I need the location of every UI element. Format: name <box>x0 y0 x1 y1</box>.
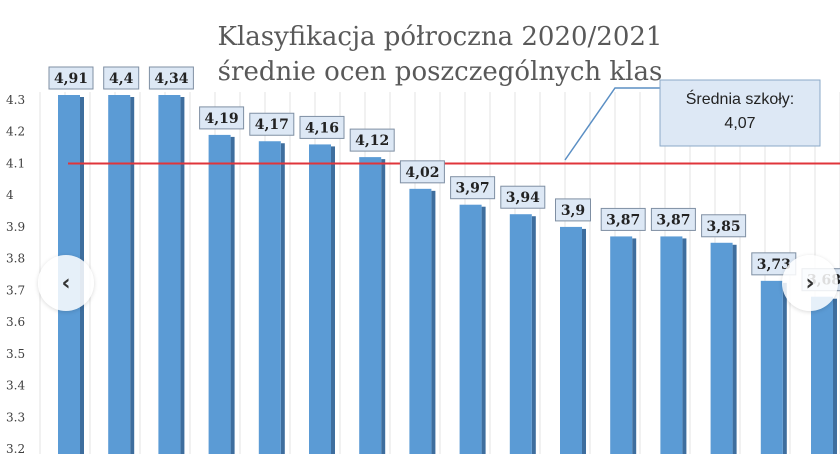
bar-side <box>632 238 637 454</box>
data-label: 4,91 <box>54 71 88 87</box>
bar <box>258 141 281 454</box>
carousel-next-button[interactable]: › <box>782 255 838 311</box>
callout-value: 4,07 <box>724 115 755 132</box>
y-axis: 3.2 3.3 3.4 3.5 3.6 3.7 3.8 3.9 4 4.1 4.2 4.3 <box>6 93 25 454</box>
data-label-box <box>103 66 140 90</box>
bar-side <box>582 228 586 454</box>
data-label-box <box>500 185 546 209</box>
bar <box>309 144 331 454</box>
y-tick-label: 3.2 <box>6 442 25 454</box>
data-label-box <box>48 66 94 90</box>
data-label-box <box>349 128 395 152</box>
data-label-box <box>148 66 194 90</box>
bar-side <box>682 238 687 454</box>
data-label: 3,94 <box>506 190 540 206</box>
data-label: 3,87 <box>606 212 640 228</box>
bar-side <box>280 143 285 454</box>
bar <box>760 280 783 454</box>
bar <box>459 204 482 454</box>
data-label: 3,87 <box>656 212 690 228</box>
y-tick-label: 4.1 <box>6 156 25 170</box>
data-label: 4,16 <box>305 120 339 136</box>
chart-title-line-2: średnie ocen poszczególnych klas <box>218 57 663 87</box>
bar <box>660 236 683 454</box>
bar-side <box>130 97 135 454</box>
y-tick-label: 3.5 <box>6 347 25 361</box>
data-label: 3,73 <box>757 257 791 273</box>
data-label-box <box>199 106 245 130</box>
chevron-right-icon: › <box>805 270 815 296</box>
data-label: 3,85 <box>707 219 741 235</box>
y-tick-label: 3.3 <box>6 410 25 424</box>
bar-side <box>782 282 787 454</box>
bar <box>509 214 532 454</box>
data-label: 3,9 <box>561 203 585 219</box>
bar-side <box>481 206 486 454</box>
y-tick-label: 4.2 <box>6 125 25 139</box>
bar <box>359 157 382 454</box>
bar-side <box>230 136 235 454</box>
carousel-prev-button[interactable]: ‹ <box>38 255 94 311</box>
bar-side <box>331 146 335 454</box>
y-tick-label: 3.7 <box>6 283 25 297</box>
data-label-box <box>650 207 696 231</box>
bar <box>560 226 582 454</box>
callout-box <box>659 79 821 147</box>
bar <box>610 236 633 454</box>
y-tick-label: 4.3 <box>6 93 25 107</box>
bars <box>58 95 837 454</box>
data-labels: 4,91 4,4 4,34 4,19 4,17 4,16 4,12 4,02 3,97 3,94 3… <box>48 66 840 292</box>
data-label: 4,19 <box>205 111 239 127</box>
average-callout: Średnia szkoły: 4,07 <box>564 79 821 161</box>
data-label-box <box>600 207 646 231</box>
data-label: 4,12 <box>355 133 389 149</box>
data-label: 4,02 <box>405 165 439 181</box>
bar-side <box>180 97 185 454</box>
data-label: 4,4 <box>109 71 134 87</box>
data-label: 4,34 <box>154 71 188 87</box>
bar-side <box>833 298 837 454</box>
bar <box>108 95 131 454</box>
data-label-box <box>701 214 747 238</box>
bar-side <box>531 216 536 454</box>
data-label: 4,17 <box>255 117 289 133</box>
data-label-box <box>249 112 295 136</box>
y-tick-label: 3.8 <box>6 252 25 266</box>
bar <box>811 296 833 454</box>
data-label-box <box>399 160 445 184</box>
data-label-box <box>555 198 591 222</box>
callout-label: Średnia szkoły: <box>686 89 795 108</box>
data-label-box <box>299 115 345 139</box>
y-tick-label: 3.9 <box>6 220 25 234</box>
bar <box>158 95 181 454</box>
callout-pointer <box>564 87 660 161</box>
bar-side <box>381 159 386 454</box>
bar <box>409 188 432 454</box>
data-label: 3,97 <box>456 181 490 197</box>
y-tick-label: 3.4 <box>6 379 25 393</box>
bar-side <box>732 244 737 454</box>
bar <box>208 134 231 454</box>
chart-title-line-1: Klasyfikacja półroczna 2020/2021 <box>218 22 663 52</box>
y-tick-label: 4 <box>6 188 14 202</box>
bar-side <box>431 190 436 454</box>
chevron-left-icon: ‹ <box>61 270 71 296</box>
y-tick-label: 3.6 <box>6 315 25 329</box>
data-label-box <box>450 176 496 200</box>
bar <box>710 242 733 454</box>
